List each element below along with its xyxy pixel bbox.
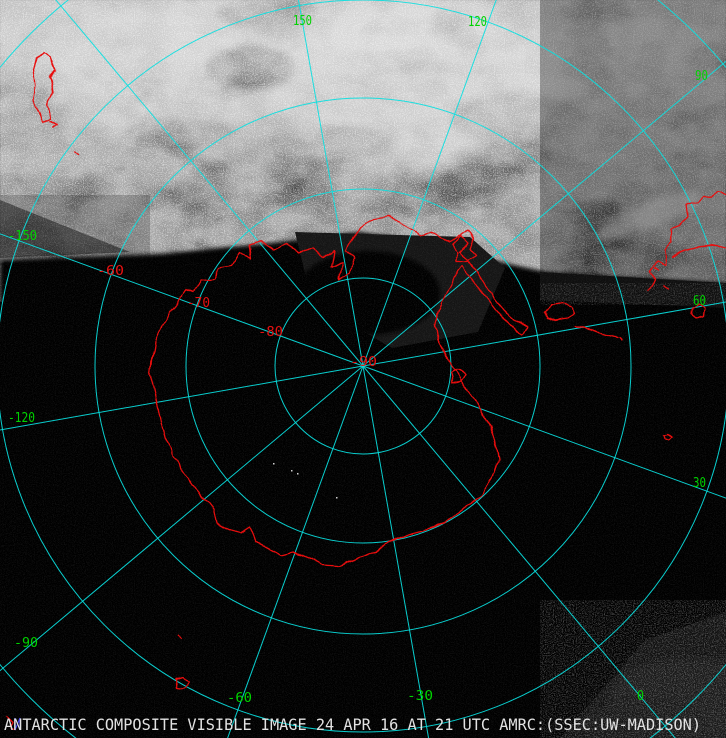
latitude-circle--80 [274,277,452,455]
lon-label--150: -150 [8,229,37,244]
lon-label--120: -120 [8,411,35,426]
caption-red-mark [6,716,15,731]
meridian-0 [362,365,676,738]
lat-label--80: -80 [258,325,283,340]
white-speck [336,497,338,499]
meridian-150 [297,0,364,367]
meridian-60 [362,301,726,367]
island-chain-upper-right [647,191,726,291]
inner-bay-island [449,368,467,383]
meridian--60 [227,365,364,738]
islet-right [662,432,673,441]
lon-label-30: 30 [693,476,706,491]
island-chain-above-peninsula [452,230,477,263]
meridian--120 [0,365,364,431]
lon-label-120: 120 [468,15,487,30]
lon-label--90: -90 [14,636,38,651]
lat-label--70: -70 [187,296,210,311]
lon-label-60: 60 [693,294,706,309]
antarctica-coastline [149,216,529,567]
lon-label-90: 90 [695,69,708,84]
meridian--90 [0,365,364,672]
meridian--150 [0,233,364,367]
lat-label--90: -90 [350,355,377,370]
meridian-90 [362,60,726,367]
island-ring-mid-right [544,302,624,342]
lon-label--30: -30 [407,689,433,704]
meridian-120 [362,0,497,367]
caption-bar: ANTARCTIC COMPOSITE VISIBLE IMAGE 24 APR… [4,715,701,734]
white-speck [273,463,275,465]
lat-label--60: -60 [97,264,124,279]
island-ring-far-right [690,303,705,319]
lon-label-0: 0 [637,689,644,704]
coastline-overlay [6,51,726,731]
caption-blue-artifact [14,717,21,731]
islet-bottom-left [175,635,189,690]
latitude-circle--60 [94,97,632,635]
white-specks [273,463,338,499]
white-speck [297,473,299,475]
latitude-circle--70 [185,188,541,544]
lon-label-150: 150 [293,14,312,29]
white-speck [291,470,293,472]
caption-text: ANTARCTIC COMPOSITE VISIBLE IMAGE 24 APR… [4,715,701,734]
meridian-30 [362,365,726,499]
meridian--30 [362,365,430,738]
graticule-labels: 150 120 90 60 30 0 -30 -60 -90 -120 -150 -60 -70 -80 -… [8,14,708,706]
meridian-180 [55,0,364,367]
lon-label--60: -60 [227,691,252,706]
island-top-left [32,51,80,156]
